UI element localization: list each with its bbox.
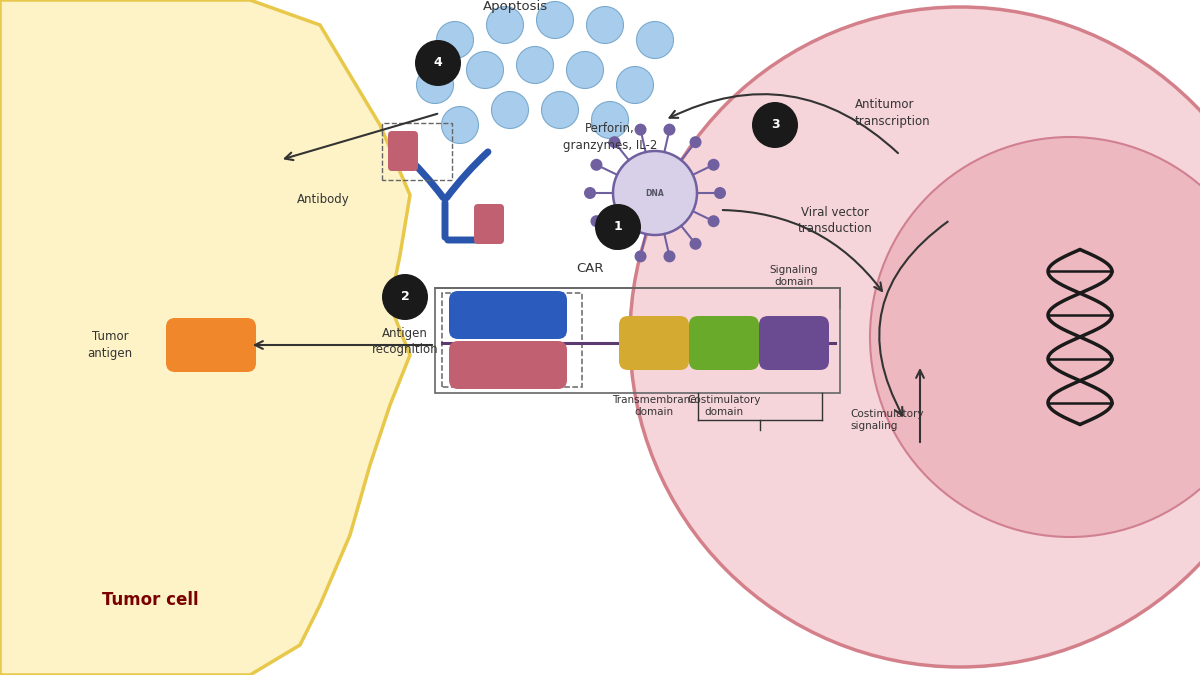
Text: Antibody: Antibody bbox=[298, 194, 350, 207]
FancyBboxPatch shape bbox=[619, 316, 689, 370]
Text: Perforin,
granzymes, IL-2: Perforin, granzymes, IL-2 bbox=[563, 122, 658, 152]
Circle shape bbox=[566, 51, 604, 88]
Circle shape bbox=[664, 250, 676, 263]
Polygon shape bbox=[0, 0, 410, 675]
Circle shape bbox=[752, 102, 798, 148]
FancyBboxPatch shape bbox=[474, 204, 504, 244]
Text: Transmembrane
domain: Transmembrane domain bbox=[612, 395, 696, 417]
Text: Tumor cell: Tumor cell bbox=[102, 591, 198, 609]
Text: CAR: CAR bbox=[576, 262, 604, 275]
Circle shape bbox=[690, 238, 702, 250]
Circle shape bbox=[870, 137, 1200, 537]
FancyBboxPatch shape bbox=[166, 318, 256, 372]
Circle shape bbox=[608, 136, 620, 148]
Circle shape bbox=[630, 7, 1200, 667]
Text: 2: 2 bbox=[401, 290, 409, 304]
FancyBboxPatch shape bbox=[689, 316, 760, 370]
Circle shape bbox=[590, 159, 602, 171]
FancyBboxPatch shape bbox=[388, 131, 418, 171]
Text: Signaling
domain: Signaling domain bbox=[769, 265, 818, 287]
Circle shape bbox=[382, 274, 428, 320]
FancyBboxPatch shape bbox=[760, 316, 829, 370]
Circle shape bbox=[587, 7, 624, 43]
Circle shape bbox=[690, 136, 702, 148]
Circle shape bbox=[714, 187, 726, 199]
Circle shape bbox=[541, 92, 578, 128]
Text: Costimulatory
domain: Costimulatory domain bbox=[688, 395, 761, 417]
Circle shape bbox=[415, 40, 461, 86]
Text: 1: 1 bbox=[613, 221, 623, 234]
Circle shape bbox=[492, 92, 528, 128]
Circle shape bbox=[536, 1, 574, 38]
Circle shape bbox=[613, 151, 697, 235]
Text: Antigen
recognition: Antigen recognition bbox=[372, 327, 438, 356]
Circle shape bbox=[636, 22, 673, 59]
Text: Viral vector
transduction: Viral vector transduction bbox=[798, 205, 872, 234]
Circle shape bbox=[437, 22, 474, 59]
Text: Antitumor
transcription: Antitumor transcription bbox=[856, 99, 931, 128]
Circle shape bbox=[617, 67, 654, 103]
Circle shape bbox=[595, 204, 641, 250]
Circle shape bbox=[608, 238, 620, 250]
Circle shape bbox=[584, 187, 596, 199]
Circle shape bbox=[590, 215, 602, 227]
FancyBboxPatch shape bbox=[449, 291, 568, 339]
Circle shape bbox=[708, 215, 720, 227]
Circle shape bbox=[486, 7, 523, 43]
Text: Costimulatory
signaling: Costimulatory signaling bbox=[850, 409, 924, 431]
Circle shape bbox=[664, 124, 676, 136]
Text: 4: 4 bbox=[433, 57, 443, 70]
Text: Apoptosis: Apoptosis bbox=[482, 0, 547, 13]
Text: DNA: DNA bbox=[646, 188, 665, 198]
Circle shape bbox=[635, 250, 647, 263]
Circle shape bbox=[708, 159, 720, 171]
Circle shape bbox=[592, 101, 629, 138]
Circle shape bbox=[516, 47, 553, 84]
Text: 3: 3 bbox=[770, 119, 779, 132]
FancyBboxPatch shape bbox=[449, 341, 568, 389]
Circle shape bbox=[442, 107, 479, 144]
Circle shape bbox=[467, 51, 504, 88]
Circle shape bbox=[416, 67, 454, 103]
Circle shape bbox=[635, 124, 647, 136]
Text: Tumor
antigen: Tumor antigen bbox=[88, 330, 132, 360]
